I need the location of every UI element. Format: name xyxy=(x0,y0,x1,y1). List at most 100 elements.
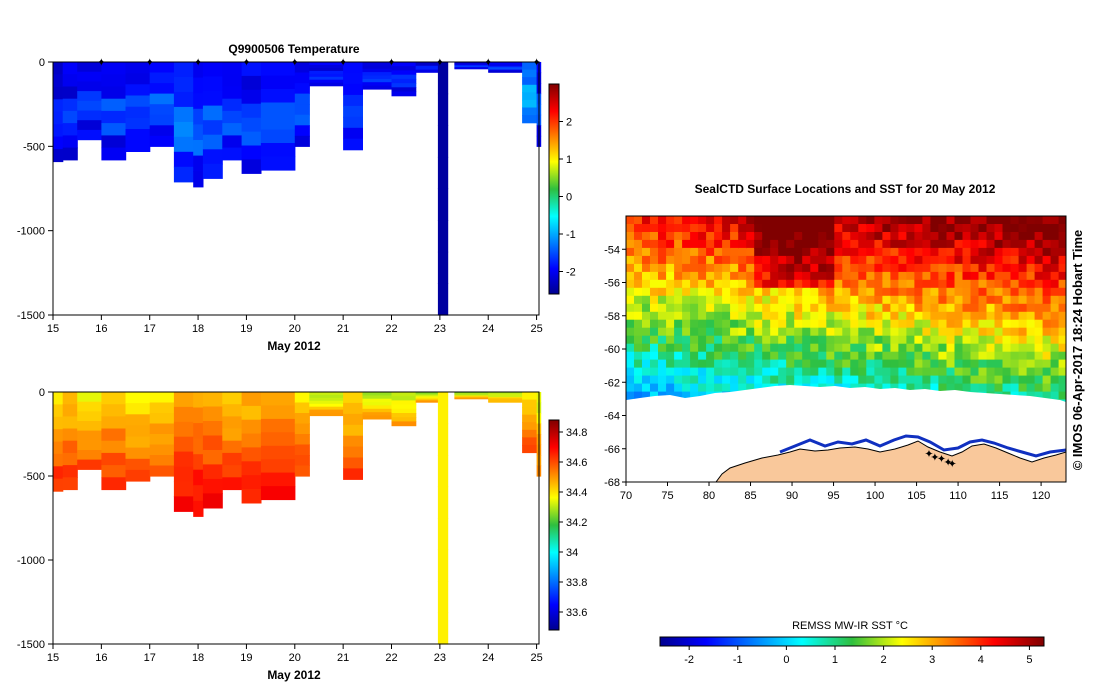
sst-cell xyxy=(1026,224,1036,233)
section-cell xyxy=(343,94,363,107)
sst-cell xyxy=(1058,359,1066,369)
section-cell xyxy=(202,163,223,179)
sst-cell xyxy=(730,343,740,353)
sst-cell xyxy=(786,287,796,297)
section-cell xyxy=(294,413,310,425)
sst-cell xyxy=(986,327,996,337)
sst-cell xyxy=(746,335,756,345)
sst-cell xyxy=(914,375,924,385)
sst-cell xyxy=(1042,343,1052,353)
section-cell xyxy=(173,392,194,408)
sst-cell xyxy=(626,216,635,225)
section-cell xyxy=(362,78,393,83)
sst-cell xyxy=(882,255,892,265)
sst-cell xyxy=(1058,216,1066,225)
section-cell xyxy=(149,83,175,95)
sst-cell xyxy=(922,335,932,345)
sst-cell xyxy=(1042,279,1052,289)
sst-cell xyxy=(954,263,964,273)
sst-cell xyxy=(1018,359,1028,369)
sst-cell xyxy=(762,311,772,321)
sst-cell xyxy=(786,335,796,345)
sst-cell xyxy=(834,279,844,289)
sst-cell xyxy=(986,319,996,329)
x-tick-label: 23 xyxy=(434,652,446,664)
sst-cell xyxy=(858,239,868,249)
sst-cell xyxy=(994,232,1004,241)
sst-cell xyxy=(746,216,756,225)
sst-cell xyxy=(738,327,748,337)
sst-cell xyxy=(1010,239,1020,249)
profile-marker: ✦ xyxy=(339,57,348,69)
section-cell xyxy=(149,62,175,74)
sst-cell xyxy=(666,343,676,353)
sst-cell xyxy=(946,271,956,281)
sst-cell xyxy=(730,351,740,361)
sst-cell xyxy=(634,279,643,289)
sst-cell xyxy=(786,359,796,369)
sst-cell xyxy=(698,359,708,369)
sst-cell xyxy=(642,232,651,241)
sst-cell xyxy=(898,359,908,369)
y-tick-label: -1500 xyxy=(17,639,45,651)
section-cell xyxy=(125,62,151,74)
section-cell xyxy=(53,478,64,492)
section-cell xyxy=(53,441,64,455)
section-cell xyxy=(149,114,175,126)
section-cell xyxy=(488,62,523,64)
sst-cell xyxy=(738,319,748,329)
section-cell xyxy=(53,111,64,125)
section-cell xyxy=(193,140,204,157)
sst-cell xyxy=(1010,263,1020,273)
sst-cell xyxy=(634,367,643,377)
section-cell xyxy=(488,393,523,396)
sst-cell xyxy=(738,216,748,225)
sst-cell xyxy=(906,303,916,313)
sst-cell xyxy=(786,279,796,289)
section-cell xyxy=(343,468,363,480)
sst-cell xyxy=(994,239,1004,249)
sst-cell xyxy=(1050,303,1060,313)
sst-cell xyxy=(802,335,812,345)
section-cell xyxy=(193,392,204,409)
sst-cell xyxy=(698,375,708,385)
sst-cell xyxy=(770,224,780,233)
sst-cell xyxy=(946,232,956,241)
section-cell xyxy=(62,477,78,491)
sst-cell xyxy=(970,351,980,361)
sst-cell xyxy=(1034,224,1044,233)
section-cell xyxy=(437,220,449,253)
section-cell xyxy=(391,70,417,76)
sst-cell xyxy=(962,375,972,385)
sst-cell xyxy=(786,216,796,225)
sst-cell xyxy=(866,327,876,337)
section-cell xyxy=(101,62,127,75)
section-cell xyxy=(415,64,441,67)
sst-cell xyxy=(754,247,764,257)
sst-cell xyxy=(738,247,748,257)
sst-cell xyxy=(658,239,667,249)
sst-cell xyxy=(882,295,892,305)
sst-cell xyxy=(722,327,732,337)
sst-cell xyxy=(850,303,860,313)
sst-cell xyxy=(938,232,948,241)
section-cell xyxy=(437,251,449,284)
sst-cell xyxy=(810,375,820,385)
section-cell xyxy=(193,407,204,424)
sst-cell xyxy=(666,271,676,281)
sst-cell xyxy=(634,335,643,345)
sst-cell xyxy=(1034,343,1044,353)
sst-map-panel: SealCTD Surface Locations and SST for 20… xyxy=(604,182,1085,666)
sst-cell xyxy=(850,351,860,361)
sst-cell xyxy=(658,216,667,225)
sst-cell xyxy=(626,263,635,273)
sst-cell xyxy=(706,271,716,281)
sst-cell xyxy=(1058,271,1066,281)
section-cell xyxy=(522,107,538,116)
section-cell xyxy=(362,82,393,87)
y-tick-label: -500 xyxy=(23,141,45,153)
sst-cell xyxy=(626,319,635,329)
sst-cell xyxy=(690,359,700,369)
sst-cell xyxy=(642,383,651,393)
sst-cell xyxy=(762,343,772,353)
